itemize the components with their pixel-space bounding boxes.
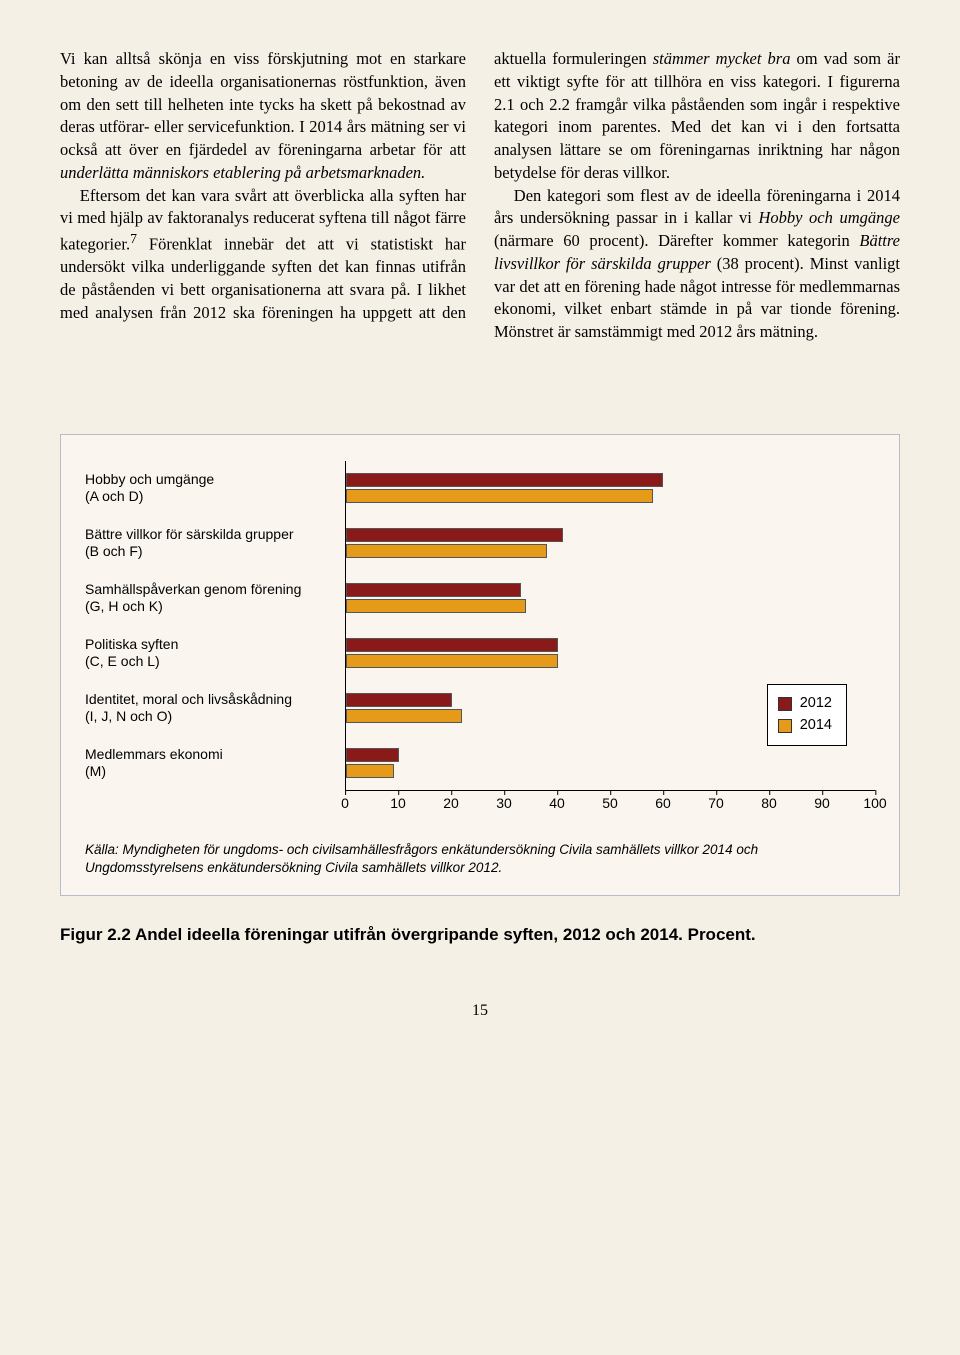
x-tick: 20	[443, 795, 459, 811]
chart-label: Identitet, moral och livsåskådning(I, J,…	[85, 681, 345, 736]
legend-label: 2014	[800, 715, 832, 737]
x-tick: 70	[708, 795, 724, 811]
bar-2014	[346, 709, 462, 723]
x-tick: 30	[496, 795, 512, 811]
bar-group	[346, 571, 875, 626]
chart-legend: 20122014	[767, 684, 847, 746]
chart-source: Källa: Myndigheten för ungdoms- och civi…	[85, 841, 875, 877]
chart-label: Samhällspåverkan genom förening(G, H och…	[85, 571, 345, 626]
bar-2014	[346, 599, 526, 613]
paragraph-3: Den kategori som flest av de ideella för…	[494, 185, 900, 344]
legend-row: 2012	[778, 693, 832, 715]
bar-2012	[346, 638, 558, 652]
chart-x-axis: 0102030405060708090100	[345, 791, 875, 813]
p1a: Vi kan alltså skönja en viss förskjutnin…	[60, 49, 466, 159]
footnote-7: 7	[130, 231, 137, 246]
x-tick: 80	[761, 795, 777, 811]
x-tick: 0	[341, 795, 349, 811]
p3-italic1: Hobby och umgänge	[758, 208, 900, 227]
paragraph-1: Vi kan alltså skönja en viss förskjutnin…	[60, 48, 466, 185]
chart-label: Medlemmars ekonomi(M)	[85, 736, 345, 791]
bar-group	[346, 625, 875, 680]
p1-italic: underlätta människors etablering på arbe…	[60, 163, 425, 182]
bar-2012	[346, 528, 563, 542]
bar-2014	[346, 544, 547, 558]
chart-plot-area: 20122014	[345, 461, 875, 791]
p2-italic: stämmer mycket bra	[653, 49, 791, 68]
p2c: om vad som är ett viktigt syfte för att …	[494, 49, 900, 182]
bar-2012	[346, 583, 521, 597]
bar-2012	[346, 748, 399, 762]
legend-swatch	[778, 719, 792, 733]
bar-2014	[346, 764, 394, 778]
bar-group	[346, 461, 875, 516]
chart-category-labels: Hobby och umgänge(A och D)Bättre villkor…	[85, 461, 345, 791]
x-tick: 60	[655, 795, 671, 811]
chart-label: Hobby och umgänge(A och D)	[85, 461, 345, 516]
x-tick: 90	[814, 795, 830, 811]
figure-caption: Figur 2.2 Andel ideella föreningar utifr…	[60, 924, 900, 947]
x-tick: 40	[549, 795, 565, 811]
page-number: 15	[60, 1002, 900, 1020]
bar-2014	[346, 654, 558, 668]
x-tick: 10	[390, 795, 406, 811]
chart-container: Hobby och umgänge(A och D)Bättre villkor…	[60, 434, 900, 896]
bar-2014	[346, 489, 653, 503]
legend-row: 2014	[778, 715, 832, 737]
chart-label: Politiska syften(C, E och L)	[85, 626, 345, 681]
legend-swatch	[778, 697, 792, 711]
chart-label: Bättre villkor för särskilda grupper(B o…	[85, 516, 345, 571]
bar-2012	[346, 473, 663, 487]
p3b: (närmare 60 procent). Därefter kommer ka…	[494, 231, 859, 250]
legend-label: 2012	[800, 693, 832, 715]
bar-group	[346, 516, 875, 571]
x-tick: 100	[863, 795, 886, 811]
x-tick: 50	[602, 795, 618, 811]
chart-inner: Hobby och umgänge(A och D)Bättre villkor…	[85, 461, 875, 791]
body-text: Vi kan alltså skönja en viss förskjutnin…	[60, 48, 900, 344]
bar-2012	[346, 693, 452, 707]
